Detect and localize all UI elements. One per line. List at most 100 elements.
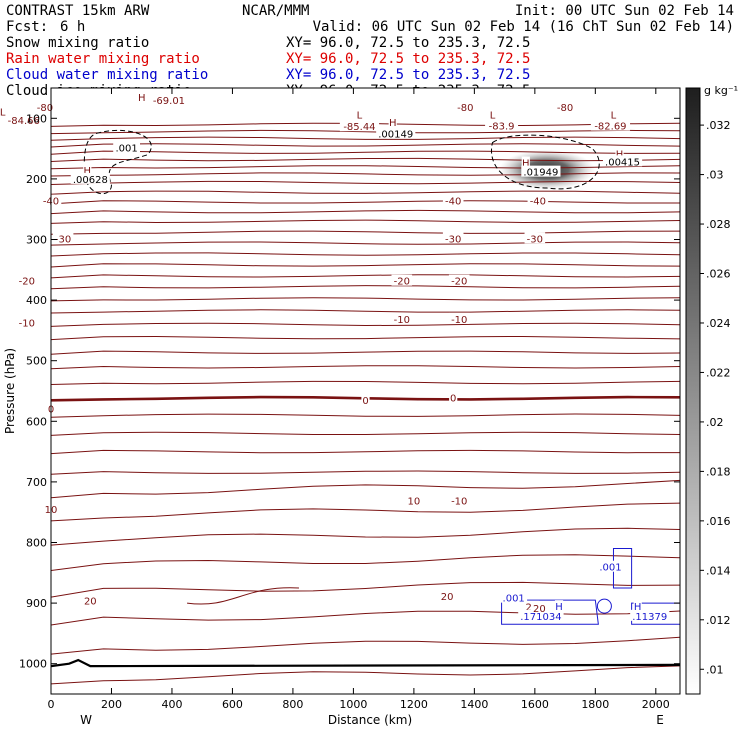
mixing-ratio-label-bg: [500, 591, 528, 603]
temperature-contour: [51, 431, 680, 436]
x-tick-label: 800: [282, 698, 303, 711]
temperature-label: -84.66: [8, 116, 40, 127]
colorbar-tick-label: .014: [706, 564, 731, 577]
extremum-label: L: [357, 111, 363, 122]
y-tick-label: 200: [26, 173, 47, 186]
plot-frame: [50, 87, 681, 695]
temperature-contour: [51, 365, 680, 370]
colorbar-tick-label: .022: [706, 366, 731, 379]
extremum-label-bg: [488, 108, 497, 120]
plot-background: [51, 88, 680, 694]
cloud-water-contour: [596, 598, 612, 614]
extremum-label-bg: [0, 105, 7, 117]
mixing-ratio-label: .171034: [520, 612, 561, 623]
temperature-label: -20: [394, 277, 410, 288]
temperature-label-bg: [454, 100, 476, 112]
temperature-label: -83.9: [489, 122, 515, 133]
field-xy: XY= 96.0, 72.5 to 235.3, 72.5: [286, 35, 530, 51]
x-tick-label: 1600: [521, 698, 549, 711]
colorbar-tick-label: .026: [706, 268, 731, 281]
mixing-ratio-label: H: [634, 602, 642, 613]
extremum-label-bg: [615, 147, 624, 159]
temperature-contour: [51, 190, 680, 195]
x-tick-label: 1200: [400, 698, 428, 711]
temperature-contour: [51, 297, 680, 302]
mixing-ratio-label-bg: [376, 127, 416, 139]
fcst-label: Fcst:: [6, 19, 48, 35]
y-tick-label: 700: [26, 476, 47, 489]
field-xy: XY= 96.0, 72.5 to 235.3, 72.5: [286, 51, 530, 67]
temperature-label-bg: [149, 94, 189, 106]
temperature-contour: [51, 502, 680, 522]
temperature-contour: [51, 350, 680, 355]
temperature-label: 0: [362, 396, 368, 407]
mixing-ratio-label: H: [555, 602, 563, 613]
y-tick-label: 600: [26, 415, 47, 428]
mixing-ratio-contours: [83, 129, 680, 625]
temperature-label: -20: [19, 277, 35, 288]
temperature-label-bg: [524, 232, 546, 244]
temperature-label: -10: [19, 319, 35, 330]
temperature-contour: [51, 285, 680, 290]
temperature-label-bg: [439, 589, 455, 601]
colorbar-tick-label: .01: [706, 663, 724, 676]
temperature-label-bg: [83, 594, 98, 606]
temperature-contour: [51, 180, 680, 186]
temperature-label-bg: [527, 194, 549, 206]
colorbar: g kg⁻¹ .032 .03 .028 .026 .024 .022 .02 .018 .01…: [685, 84, 738, 695]
temperature-label-bg: [448, 274, 470, 286]
extremum-label: L: [0, 108, 6, 119]
colorbar-tick-label: .02: [706, 416, 724, 429]
temperature-contour: [51, 172, 680, 177]
temperature-label-bg: [391, 312, 413, 324]
temperature-contour: [51, 165, 680, 170]
surface-line: [51, 658, 680, 668]
temperature-contour: [51, 143, 680, 148]
temperature-label: -80: [557, 103, 573, 114]
colorbar-tick-label: .016: [706, 515, 731, 528]
temperature-label: -10: [394, 315, 410, 326]
temperature-label: 20: [84, 597, 97, 608]
mixing-ratio-label-bg: [633, 600, 642, 612]
field-name: Snow mixing ratio: [6, 35, 149, 51]
mixing-ratio-label: .001: [503, 594, 525, 605]
temperature-label: 0: [450, 394, 456, 405]
temperature-contour: [51, 129, 680, 135]
temperature-contour: [51, 150, 680, 155]
temperature-contour: [51, 230, 680, 235]
cloud-water-contour: [612, 548, 633, 589]
temperature-label: -30: [55, 234, 71, 245]
temperature-contour: [51, 470, 680, 475]
colorbar-tick-label: .03: [706, 169, 724, 182]
temperature-label: 20: [441, 592, 454, 603]
mixing-ratio-label-bg: [532, 601, 547, 613]
x-tick-label: 0: [48, 698, 55, 711]
temperature-label-bg: [485, 119, 519, 131]
extremum-label-bg: [355, 108, 364, 120]
mixing-ratio-label-bg: [113, 141, 141, 153]
temperature-contour: [51, 527, 680, 546]
temperature-label: -30: [445, 234, 461, 245]
extremum-label: L: [611, 111, 617, 122]
temperature-label: 10: [408, 497, 421, 508]
y-tick-label: 900: [26, 597, 47, 610]
colorbar-ticks: .032 .03 .028 .026 .024 .022 .02 .018 .016 .014 .0…: [700, 119, 731, 676]
temperature-label-bg: [4, 114, 44, 126]
extremum-label: H: [389, 118, 397, 129]
extremum-label: H: [616, 149, 624, 160]
temperature-contour: [51, 241, 680, 246]
temperature-label-bg: [34, 100, 56, 112]
model-title: CONTRAST 15km ARW: [6, 3, 150, 19]
temperature-contour: [51, 479, 680, 499]
mixing-ratio-label: 20: [533, 604, 546, 615]
valid-time: Valid: 06 UTC Sun 02 Feb 14 (16 ChT Sun …: [313, 19, 734, 35]
extremum-label-bg: [609, 108, 618, 120]
temperature-label-bg: [448, 494, 470, 506]
temperature-label: -30: [527, 234, 543, 245]
temperature-label-bg: [524, 600, 540, 612]
x-tick-label: 1400: [460, 698, 488, 711]
colorbar-gradient: [685, 87, 701, 695]
temperature-label-bg: [361, 394, 370, 406]
colorbar-tick-label: .018: [706, 465, 731, 478]
